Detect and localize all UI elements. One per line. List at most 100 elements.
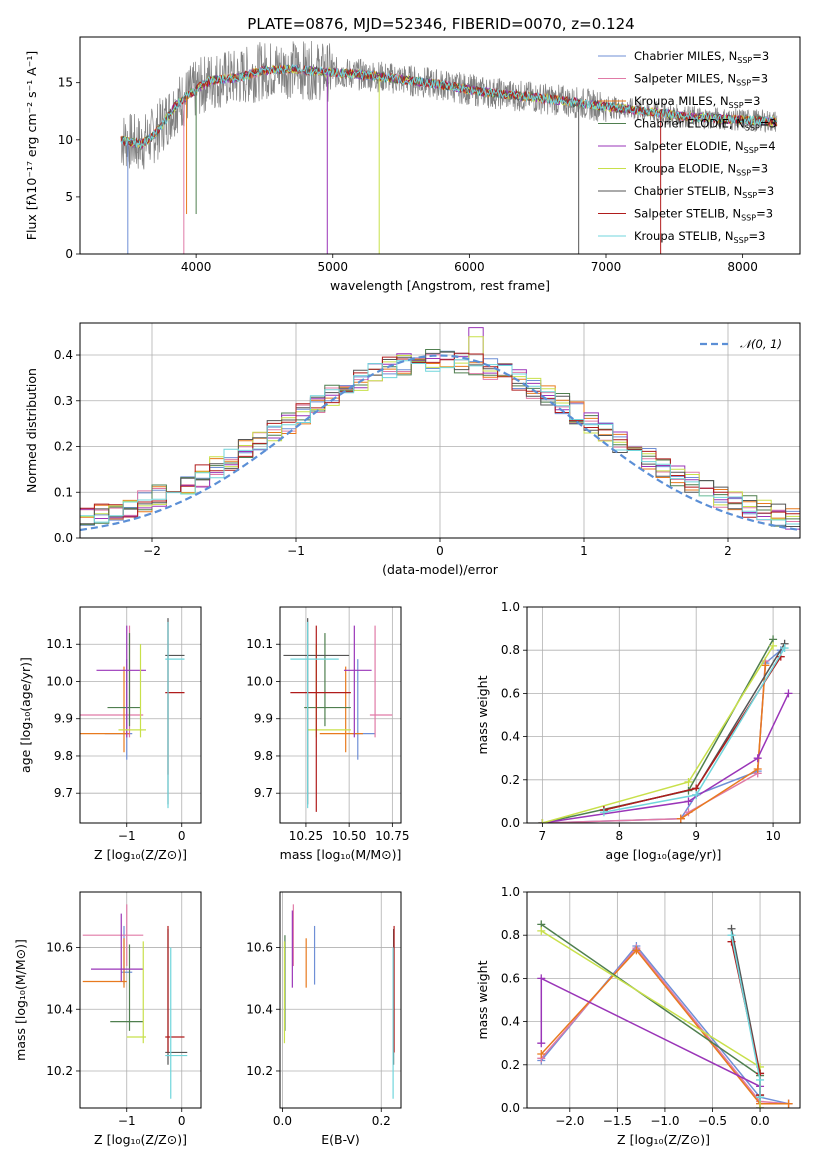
histogram-salpeter-stelib (80, 352, 800, 518)
x-tick-label: −2.0 (555, 1114, 584, 1128)
legend-subscript: SSP (729, 101, 744, 110)
grid-mass_vs_Z (80, 892, 201, 1108)
x-tick-label: 0 (178, 829, 186, 843)
legend-entry-chabrier-stelib: Chabrier STELIB, NSSP=3 (634, 184, 774, 200)
legend-label: Salpeter STELIB, N (634, 207, 741, 221)
marker-kroupa-stelib (756, 1075, 765, 1084)
y-tick-label: 9.8 (254, 749, 273, 763)
x-tick-label: 7 (539, 829, 547, 843)
y-tick-label: 10.2 (246, 1064, 273, 1078)
x-tick-label: −1 (118, 1114, 136, 1128)
x-tick-label: 0.0 (273, 1114, 292, 1128)
model-line-salpeter-stelib (120, 64, 778, 149)
marker-kroupa-stelib (780, 644, 789, 653)
marker-salpeter-elodie (784, 689, 793, 698)
plot-area-massweight_vs_Z (537, 920, 793, 1108)
legend-entry-kroupa-elodie: Kroupa ELODIE, NSSP=3 (634, 162, 768, 178)
legend-subscript: SSP (736, 79, 751, 88)
y-tick-label: 10.6 (246, 941, 273, 955)
legend-entry-chabrier-elodie: Chabrier ELODIE, NSSP=3 (634, 117, 777, 133)
legend-entry-salpeter-stelib: Salpeter STELIB, NSSP=3 (634, 207, 773, 223)
legend-subscript: SSP (737, 56, 752, 65)
legend-label: Kroupa ELODIE, N (634, 162, 736, 176)
legend-label: Kroupa STELIB, N (634, 229, 734, 243)
legend-value: =3 (760, 117, 777, 131)
y-tick-label: 0.3 (54, 394, 73, 408)
y-tick-label: 9.8 (54, 749, 73, 763)
legend-entry-kroupa-miles: Kroupa MILES, NSSP=3 (634, 94, 760, 110)
marker-salpeter-elodie (684, 797, 693, 806)
legend-value: =3 (752, 49, 769, 63)
y-tick-label: 0.6 (501, 686, 520, 700)
marker-kroupa-stelib (599, 808, 608, 817)
series-line-salpeter-elodie (540, 977, 761, 1108)
y-axis-label: mass [log₁₀(M/M⊙)] (13, 939, 28, 1061)
series-line-kroupa-stelib (603, 647, 786, 813)
model-line-kroupa-stelib (120, 64, 778, 149)
axes-frame (79, 322, 801, 539)
panel-mass_vs_Z: −1 0 10.2 10.4 10.6 Z [log₁₀(Z/Z⊙)] mass [log₁… (13, 891, 202, 1147)
gaussian-curve (80, 354, 800, 532)
y-tick-label: 10.2 (46, 1064, 73, 1078)
y-tick-label: 10.4 (46, 1002, 73, 1016)
legend-entry-gaussian: 𝒩(0, 1) (740, 337, 782, 351)
y-tick-label: 0.0 (54, 531, 73, 545)
x-tick-label: 10 (765, 829, 780, 843)
legend-subscript: SSP (741, 214, 756, 223)
legend-value: =4 (759, 139, 776, 153)
y-tick-label: 15 (58, 76, 73, 90)
panel-residuals: −2 −1 0 1 2 0.0 0.1 0.2 0.3 0.4 (data-model)/error… (24, 322, 801, 577)
series-line-salpeter-elodie (542, 693, 790, 823)
y-tick-label: 10.4 (246, 1002, 273, 1016)
legend-subscript: SSP (744, 146, 759, 155)
y-tick-label: 0 (65, 247, 73, 261)
y-tick-label: 0.0 (501, 1101, 520, 1115)
legend-entry-kroupa-stelib: Kroupa STELIB, NSSP=3 (634, 229, 765, 245)
grid-massweight_vs_age (527, 606, 800, 824)
histogram-kroupa-miles (80, 358, 800, 520)
y-tick-label: 0.8 (501, 643, 520, 657)
marker-kroupa-elodie (538, 819, 547, 823)
legend-label: Salpeter ELODIE, N (634, 139, 744, 153)
legend-label: Chabrier ELODIE, N (634, 117, 745, 131)
x-tick-label: −1.0 (650, 1114, 679, 1128)
series-line-kroupa-elodie (542, 645, 774, 823)
y-tick-label: 1.0 (501, 885, 520, 899)
y-tick-label: 0.2 (54, 440, 73, 454)
figure-title: PLATE=0876, MJD=52346, FIBERID=0070, z=0… (247, 15, 634, 33)
legend-value: =3 (749, 229, 766, 243)
axes-frame (279, 606, 402, 824)
y-tick-label: 9.9 (254, 712, 273, 726)
marker-kroupa-stelib (727, 931, 736, 940)
x-tick-label: −2 (143, 544, 161, 558)
x-axis-label: Z [log₁₀(Z/Z⊙)] (94, 847, 187, 862)
x-axis-label: Z [log₁₀(Z/Z⊙)] (94, 1132, 187, 1147)
marker-salpeter-elodie (537, 974, 546, 983)
histogram-kroupa-stelib (80, 359, 800, 525)
marker-kroupa-elodie (537, 926, 546, 935)
y-axis-label: mass weight (475, 960, 490, 1039)
y-tick-label: 0.8 (501, 928, 520, 942)
series-line-salpeter-stelib (603, 656, 782, 811)
marker-kroupa-stelib (756, 1093, 765, 1102)
panel-massweight_vs_age: 7 8 9 10 0.0 0.2 0.4 0.6 0.8 1.0 age [log₁₀(age/yr… (475, 600, 801, 862)
histogram-chabrier-stelib (80, 351, 800, 527)
y-tick-label: 0.4 (54, 348, 73, 362)
x-tick-label: 10.25 (289, 829, 323, 843)
marker-kroupa-stelib (692, 790, 701, 799)
x-axis-label: Z [log₁₀(Z/Z⊙)] (617, 1132, 710, 1147)
x-tick-label: −0.5 (698, 1114, 727, 1128)
legend-value: =3 (751, 162, 768, 176)
x-axis-label: age [log₁₀(age/yr)] (606, 847, 722, 862)
y-tick-label: 0.2 (501, 773, 520, 787)
plot-area-mass_vs_EBV (283, 904, 395, 1099)
histogram-salpeter-elodie (80, 327, 800, 530)
y-tick-label: 9.9 (54, 712, 73, 726)
x-tick-label: 7000 (591, 260, 622, 274)
legend-value: =3 (744, 94, 761, 108)
y-tick-label: 10.6 (46, 941, 73, 955)
y-axis-label: Flux [fλ10⁻¹⁷ erg cm⁻² s⁻¹ A⁻¹] (24, 51, 39, 240)
y-tick-label: 10.1 (46, 637, 73, 651)
y-tick-label: 0.6 (501, 971, 520, 985)
panel-spectrum: 4000 5000 6000 7000 8000 0 5 10 15 wavelength [An… (24, 36, 801, 293)
